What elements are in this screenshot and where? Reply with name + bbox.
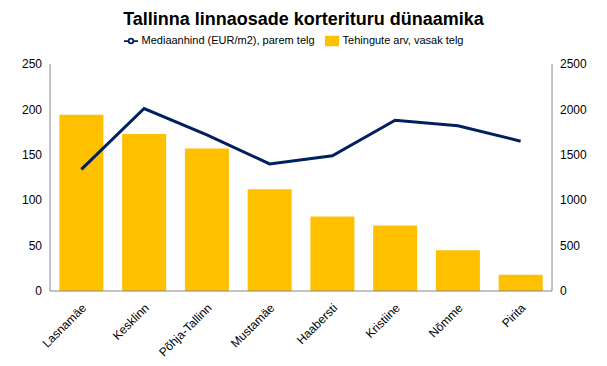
svg-text:2000: 2000 bbox=[560, 103, 587, 117]
svg-text:Kristiine: Kristiine bbox=[363, 301, 403, 341]
html-text:Tehingute arv, vasak telg: Tehingute arv, vasak telg bbox=[342, 34, 464, 46]
svg-text:Lasnamäe: Lasnamäe bbox=[40, 301, 90, 351]
svg-text:250: 250 bbox=[22, 57, 42, 71]
html-text:Mediaanhind (EUR/m2), parem te: Mediaanhind (EUR/m2), parem telg bbox=[141, 34, 315, 46]
svg-text:Pirita: Pirita bbox=[499, 301, 528, 330]
svg-text:2500: 2500 bbox=[560, 57, 587, 71]
html-text:Tallinna linnaosade korteritur: Tallinna linnaosade korterituru dünaamik… bbox=[123, 9, 484, 29]
svg-text:Põhja-Tallinn: Põhja-Tallinn bbox=[156, 301, 214, 358]
svg-text:Kesklinn: Kesklinn bbox=[110, 301, 152, 343]
svg-text:150: 150 bbox=[22, 148, 42, 162]
svg-text:Nõmme: Nõmme bbox=[426, 301, 466, 341]
svg-text:50: 50 bbox=[29, 239, 43, 253]
svg-text:500: 500 bbox=[560, 239, 580, 253]
svg-text:Mustamäe: Mustamäe bbox=[228, 301, 278, 351]
svg-text:Haabersti: Haabersti bbox=[294, 301, 340, 347]
svg-text:0: 0 bbox=[560, 284, 567, 298]
svg-text:1500: 1500 bbox=[560, 148, 587, 162]
svg-text:200: 200 bbox=[22, 103, 42, 117]
svg-text:1000: 1000 bbox=[560, 193, 587, 207]
svg-text:100: 100 bbox=[22, 193, 42, 207]
svg-text:0: 0 bbox=[35, 284, 42, 298]
